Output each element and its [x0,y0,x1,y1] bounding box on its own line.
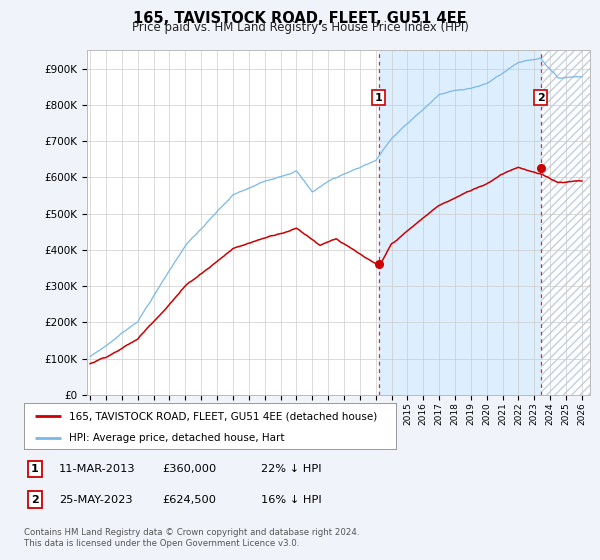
Text: 1: 1 [31,464,38,474]
Text: Price paid vs. HM Land Registry's House Price Index (HPI): Price paid vs. HM Land Registry's House … [131,21,469,34]
Bar [379,50,541,395]
Text: 11-MAR-2013: 11-MAR-2013 [59,464,136,474]
Text: £624,500: £624,500 [162,494,216,505]
Text: 22% ↓ HPI: 22% ↓ HPI [261,464,322,474]
Bar [541,50,590,395]
Text: 25-MAY-2023: 25-MAY-2023 [59,494,133,505]
Text: 2: 2 [31,494,38,505]
Text: 16% ↓ HPI: 16% ↓ HPI [261,494,322,505]
Text: HPI: Average price, detached house, Hart: HPI: Average price, detached house, Hart [68,433,284,442]
Text: 165, TAVISTOCK ROAD, FLEET, GU51 4EE (detached house): 165, TAVISTOCK ROAD, FLEET, GU51 4EE (de… [68,411,377,421]
Text: 1: 1 [375,92,383,102]
Text: Contains HM Land Registry data © Crown copyright and database right 2024.
This d: Contains HM Land Registry data © Crown c… [24,528,359,548]
Text: 2: 2 [537,92,545,102]
Text: £360,000: £360,000 [162,464,216,474]
Text: 165, TAVISTOCK ROAD, FLEET, GU51 4EE: 165, TAVISTOCK ROAD, FLEET, GU51 4EE [133,11,467,26]
